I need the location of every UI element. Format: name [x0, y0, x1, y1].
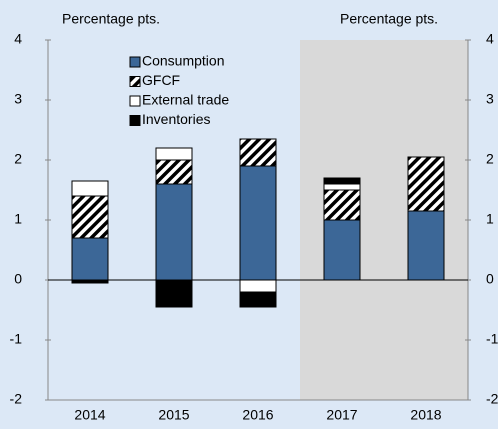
bar-segment [71, 180, 109, 197]
legend-label: GFCF [142, 72, 180, 88]
y2-tick-label: -1 [486, 331, 498, 347]
y-tick-label: 3 [14, 91, 22, 107]
bar-segment [407, 156, 445, 212]
bar-segment [407, 210, 445, 281]
bar-segment [71, 237, 109, 281]
x-tick-label: 2017 [326, 407, 357, 423]
y2-tick-label: 0 [486, 271, 494, 287]
x-tick-label: 2018 [410, 407, 441, 423]
bar-segment [323, 189, 361, 221]
bar-segment [155, 147, 193, 161]
y2-tick-label: 1 [486, 211, 494, 227]
y-tick-label: 1 [14, 211, 22, 227]
bar-segment [323, 183, 361, 191]
bar-segment [239, 138, 277, 167]
y-tick-label: 4 [14, 31, 22, 47]
y2-tick-label: 4 [486, 31, 494, 47]
legend-swatch [129, 76, 141, 87]
y2-axis-label: Percentage pts. [340, 11, 438, 27]
y-tick-label: -2 [10, 391, 23, 407]
bar-segment [239, 165, 277, 281]
y-axis-label: Percentage pts. [62, 11, 160, 27]
bar-segment [155, 279, 193, 308]
bar-segment [71, 195, 109, 239]
x-tick-label: 2014 [74, 407, 105, 423]
legend-swatch [129, 56, 141, 68]
y-tick-label: 0 [14, 271, 22, 287]
bar-segment [239, 291, 277, 308]
bar-segment [323, 219, 361, 281]
y2-tick-label: -2 [486, 391, 498, 407]
legend-label: External trade [142, 92, 229, 108]
legend-swatch [129, 95, 141, 107]
bar-segment [323, 177, 361, 185]
y-tick-label: 2 [14, 151, 22, 167]
y-tick-label: -1 [10, 331, 23, 347]
legend-label: Consumption [142, 53, 225, 69]
y2-tick-label: 2 [486, 151, 494, 167]
bar-segment [155, 183, 193, 281]
bar-segment [239, 279, 277, 293]
x-tick-label: 2015 [158, 407, 189, 423]
x-tick-label: 2016 [242, 407, 273, 423]
y2-tick-label: 3 [486, 91, 494, 107]
legend-label: Inventories [142, 111, 210, 127]
bar-segment [155, 159, 193, 185]
legend-swatch [129, 115, 141, 126]
